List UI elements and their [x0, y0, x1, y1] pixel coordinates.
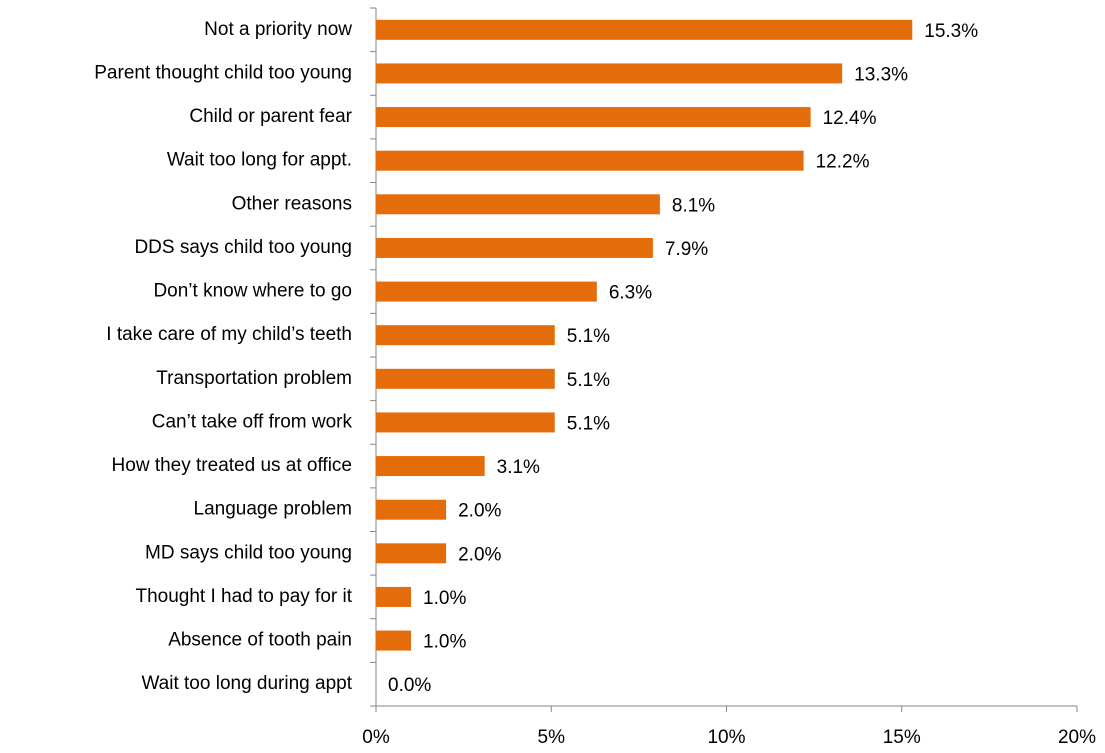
value-label: 12.2% — [816, 152, 870, 173]
bar — [376, 281, 597, 302]
y-tick-label: MD says child too young — [145, 542, 352, 563]
bar — [376, 194, 660, 215]
bar — [376, 412, 555, 433]
value-label: 5.1% — [567, 326, 610, 347]
bar — [376, 499, 447, 520]
value-label: 15.3% — [924, 21, 978, 42]
y-tick-label: DDS says child too young — [134, 237, 352, 258]
x-tick-label: 15% — [883, 727, 921, 748]
y-tick-label: Thought I had to pay for it — [135, 586, 352, 607]
y-tick-label: Transportation problem — [156, 368, 352, 389]
y-tick-label: Other reasons — [232, 193, 352, 214]
value-label: 2.0% — [458, 501, 501, 522]
value-label: 7.9% — [665, 239, 708, 260]
y-tick-label: Child or parent fear — [189, 106, 352, 127]
bar — [376, 150, 804, 171]
y-tick-label: Wait too long for appt. — [167, 150, 352, 171]
value-label: 12.4% — [823, 108, 877, 129]
y-tick-label: Absence of tooth pain — [168, 630, 352, 651]
bar — [376, 456, 485, 477]
x-tick-label: 10% — [707, 727, 745, 748]
bar — [376, 325, 555, 346]
bar — [376, 107, 811, 128]
value-label: 5.1% — [567, 370, 610, 391]
y-tick-label: Not a priority now — [204, 19, 352, 40]
bar — [376, 63, 843, 84]
bar — [376, 586, 412, 607]
x-tick-label: 5% — [538, 727, 566, 748]
y-tick-label: I take care of my child’s teeth — [106, 324, 352, 345]
y-tick-label: How they treated us at office — [112, 455, 352, 476]
value-label: 5.1% — [567, 413, 610, 434]
y-tick-label: Parent thought child too young — [94, 62, 352, 83]
y-tick-label: Can’t take off from work — [152, 411, 353, 432]
y-tick-label: Don’t know where to go — [153, 281, 352, 302]
value-label: 1.0% — [423, 588, 466, 609]
bar — [376, 19, 913, 40]
bar — [376, 237, 653, 258]
x-tick-label: 20% — [1058, 727, 1096, 748]
value-label: 1.0% — [423, 632, 466, 653]
x-tick-label: 0% — [362, 727, 390, 748]
value-label: 3.1% — [497, 457, 540, 478]
y-tick-label: Language problem — [194, 499, 352, 520]
value-label: 6.3% — [609, 283, 652, 304]
value-label: 2.0% — [458, 544, 501, 565]
value-label: 0.0% — [388, 675, 431, 696]
bar — [376, 368, 555, 389]
bar — [376, 630, 412, 651]
value-label: 8.1% — [672, 195, 715, 216]
value-label: 13.3% — [854, 64, 908, 85]
y-tick-label: Wait too long during appt — [141, 673, 352, 694]
bar — [376, 543, 447, 564]
